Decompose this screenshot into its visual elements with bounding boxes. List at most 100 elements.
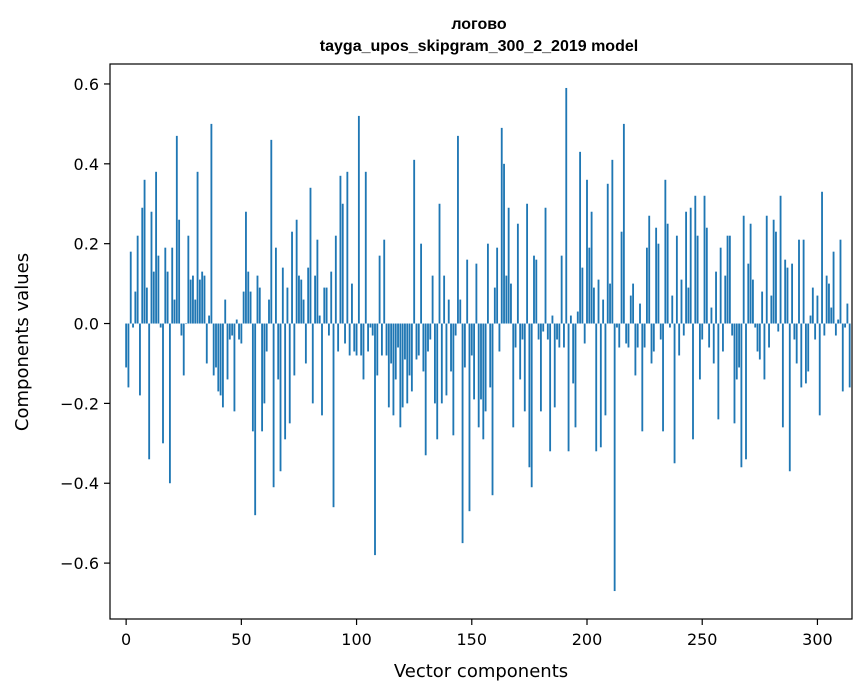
bar xyxy=(507,207,510,324)
bar xyxy=(443,275,446,324)
bar xyxy=(484,323,487,412)
bar xyxy=(463,323,466,368)
bar xyxy=(270,139,273,324)
bar xyxy=(265,323,268,352)
bar xyxy=(622,123,625,324)
bar xyxy=(761,291,764,324)
bar xyxy=(512,323,515,428)
bar xyxy=(300,279,303,324)
bar xyxy=(489,323,492,388)
bar xyxy=(751,279,754,324)
bar xyxy=(636,323,639,348)
bar xyxy=(348,323,351,356)
bar xyxy=(696,235,699,324)
bar xyxy=(164,247,167,324)
bar xyxy=(491,323,494,496)
bar xyxy=(168,323,171,484)
bar xyxy=(166,271,169,324)
bar xyxy=(779,195,782,324)
bar xyxy=(784,259,787,324)
bar xyxy=(143,179,146,324)
bar xyxy=(380,323,383,356)
bar xyxy=(749,223,752,324)
bar xyxy=(597,279,600,324)
bar xyxy=(556,323,558,340)
bar xyxy=(415,323,418,360)
bar xyxy=(685,211,688,324)
bar xyxy=(215,323,217,368)
bar xyxy=(258,287,261,324)
bar xyxy=(632,283,635,324)
bar xyxy=(807,323,810,372)
bar xyxy=(397,323,399,348)
bar xyxy=(245,211,247,324)
bar xyxy=(217,323,220,392)
x-tick-label: 0 xyxy=(121,630,131,649)
bar xyxy=(673,323,676,464)
bar xyxy=(332,323,335,508)
bar xyxy=(567,323,570,452)
bar xyxy=(765,215,768,324)
bar xyxy=(298,275,300,324)
bar xyxy=(210,123,213,324)
bar xyxy=(362,323,365,380)
bar xyxy=(171,247,174,324)
bar xyxy=(493,287,496,324)
bar xyxy=(726,235,729,324)
bar xyxy=(655,227,658,324)
bar xyxy=(816,295,819,324)
bar xyxy=(383,239,386,324)
bar xyxy=(772,219,775,324)
bar xyxy=(678,323,681,356)
x-tick-label: 250 xyxy=(687,630,718,649)
bar xyxy=(613,323,616,592)
bar xyxy=(560,255,563,324)
bar xyxy=(740,323,743,468)
bar xyxy=(542,323,545,332)
x-axis-label: Vector components xyxy=(394,661,568,682)
bar xyxy=(422,323,425,372)
bar xyxy=(378,255,381,324)
bar xyxy=(185,323,187,325)
bar xyxy=(369,323,372,328)
x-tick-label: 200 xyxy=(572,630,603,649)
bar xyxy=(256,275,259,324)
bar xyxy=(178,219,181,324)
bar xyxy=(148,323,151,460)
bar xyxy=(832,251,835,324)
bar xyxy=(728,235,731,324)
bar xyxy=(323,287,326,324)
bar xyxy=(286,287,289,324)
bar xyxy=(159,323,162,328)
bar xyxy=(390,323,393,364)
bar xyxy=(360,323,363,356)
bar xyxy=(261,323,264,432)
x-tick-label: 50 xyxy=(231,630,251,649)
bar xyxy=(125,323,128,368)
bar xyxy=(325,287,328,324)
bar xyxy=(611,159,614,324)
y-tick-label: −0.6 xyxy=(60,554,99,573)
bar xyxy=(221,323,224,408)
bar xyxy=(410,323,413,392)
bar xyxy=(498,323,501,352)
bar xyxy=(355,323,358,356)
bar xyxy=(592,287,595,324)
bar xyxy=(786,267,789,324)
y-axis: −0.6 −0.4 −0.2 0.0 0.2 0.4 0.6 xyxy=(60,75,110,573)
bar xyxy=(311,323,314,404)
bar xyxy=(569,315,572,324)
x-axis: 0 50 100 150 200 250 300 xyxy=(121,619,833,649)
bar xyxy=(187,235,190,324)
bar xyxy=(821,191,823,324)
bar xyxy=(406,323,409,404)
bar xyxy=(694,195,697,324)
bar xyxy=(281,267,284,324)
bar xyxy=(477,323,480,428)
bar xyxy=(645,247,648,324)
y-tick-label: 0.0 xyxy=(74,315,99,334)
bar xyxy=(583,323,586,344)
bar xyxy=(337,323,340,352)
bar xyxy=(219,323,222,396)
bar xyxy=(182,323,185,376)
